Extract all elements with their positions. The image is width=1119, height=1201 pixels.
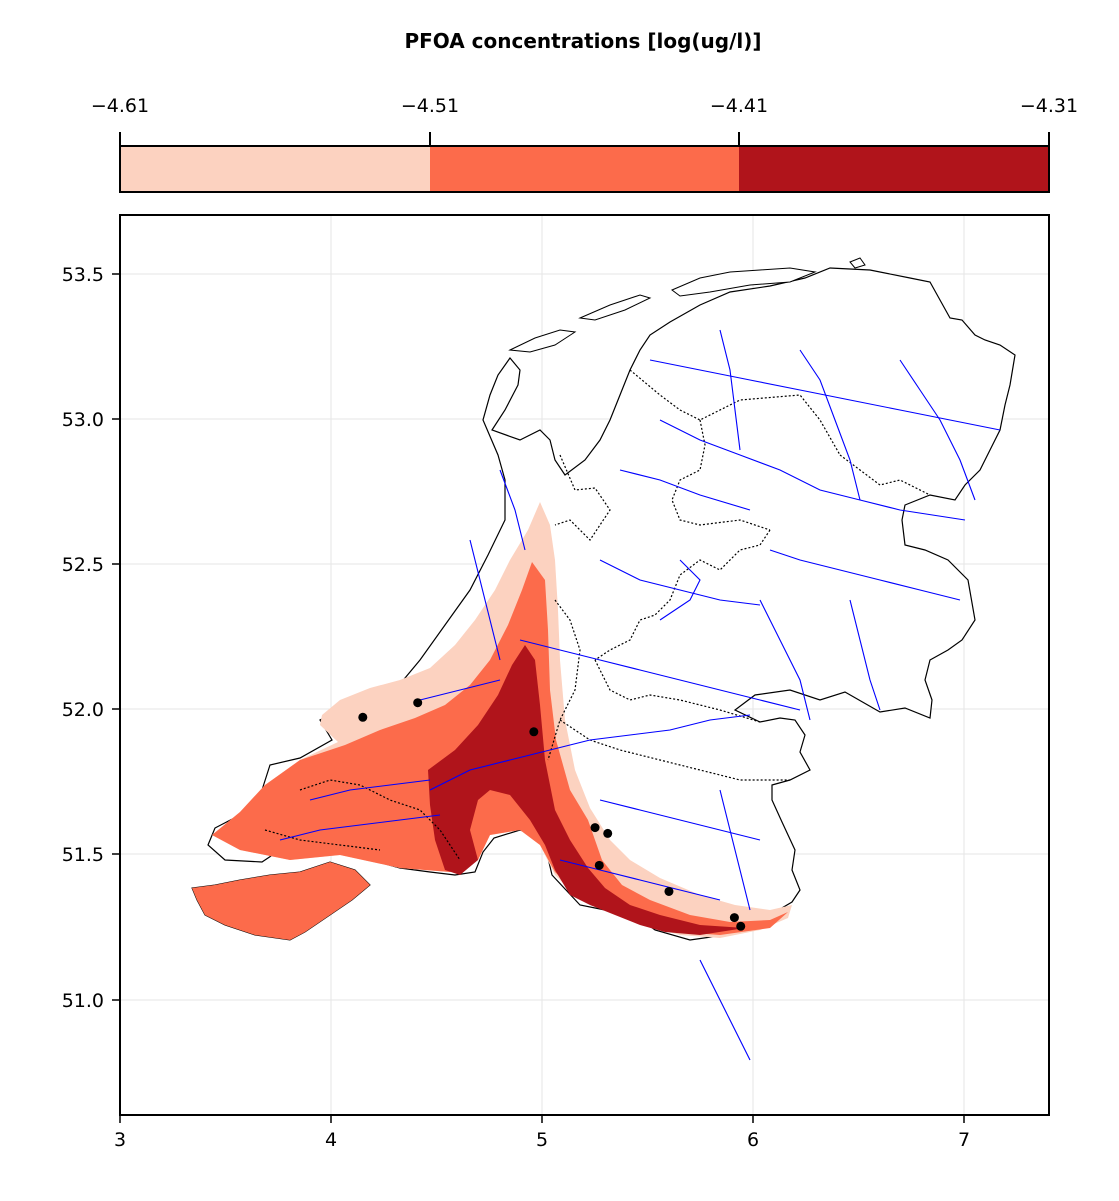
y-axis: 51.0 51.5 52.0 52.5 53.0 53.5	[62, 264, 120, 1012]
contour-band-high	[428, 645, 745, 935]
y-tick-label: 53.0	[62, 409, 104, 431]
x-tick-label: 4	[325, 1129, 337, 1151]
y-tick-label: 52.0	[62, 699, 104, 721]
colorbar-segment-high	[739, 146, 1049, 192]
sample-point	[594, 860, 604, 870]
sample-point	[664, 886, 674, 896]
x-tick-label: 7	[958, 1129, 970, 1151]
x-axis: 3 4 5 6 7	[114, 1115, 970, 1151]
colorbar-tick-label: −4.61	[91, 95, 149, 117]
colorbar-tick-label: −4.41	[710, 95, 768, 117]
island-outline	[578, 294, 652, 321]
sample-point	[413, 698, 423, 708]
sample-point	[736, 921, 746, 931]
map-frame	[119, 214, 1050, 1116]
x-tick-label: 3	[114, 1129, 126, 1151]
colorbar-tick-label: −4.31	[1020, 95, 1078, 117]
colorbar-segment-low	[120, 146, 430, 192]
map-plot-area	[120, 215, 1049, 1115]
x-tick-label: 5	[536, 1129, 548, 1151]
sample-point	[358, 712, 368, 722]
island-outline	[671, 267, 817, 297]
colorbar-frame	[119, 145, 1050, 193]
colorbar-segment-mid	[430, 146, 739, 192]
sample-point	[603, 828, 613, 838]
island-outline	[849, 257, 866, 269]
y-tick-label: 53.5	[62, 264, 104, 286]
y-tick-label: 52.5	[62, 554, 104, 576]
sample-point	[529, 727, 539, 737]
colorbar: −4.61 −4.51 −4.41 −4.31	[91, 95, 1078, 193]
y-tick-label: 51.0	[62, 990, 104, 1012]
island-outline	[508, 329, 577, 353]
colorbar-title: PFOA concentrations [log(ug/l)]	[404, 29, 761, 53]
contour-band-mid-island	[192, 862, 370, 940]
sample-point	[590, 823, 600, 833]
colorbar-tick-label: −4.51	[401, 95, 459, 117]
y-tick-label: 51.5	[62, 844, 104, 866]
sample-points	[358, 698, 746, 931]
sample-point	[729, 913, 739, 923]
rivers	[279, 329, 1001, 1061]
x-tick-label: 6	[747, 1129, 759, 1151]
